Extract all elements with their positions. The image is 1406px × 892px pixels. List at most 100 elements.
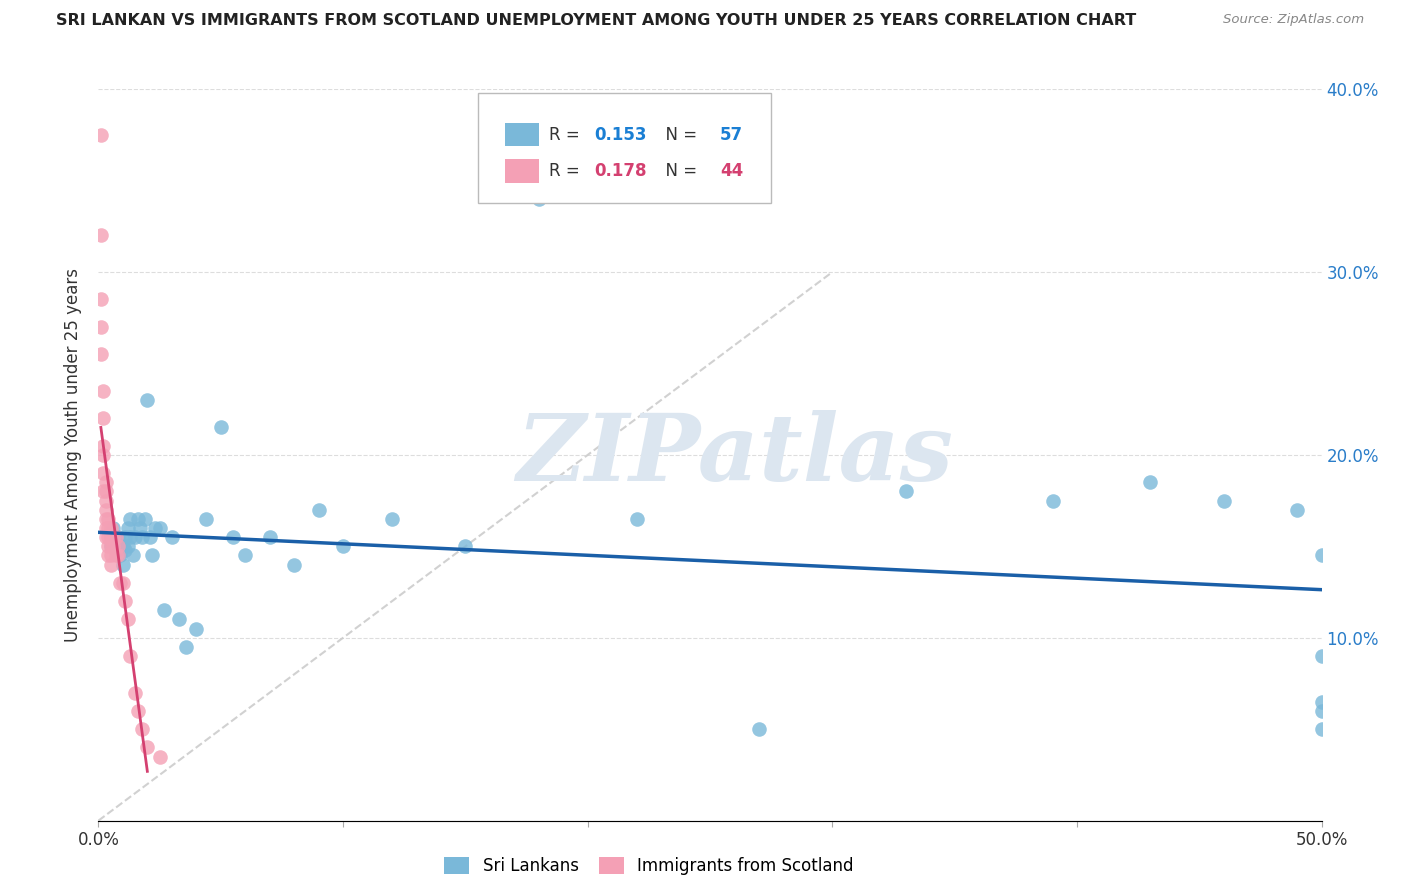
Legend: Sri Lankans, Immigrants from Scotland: Sri Lankans, Immigrants from Scotland: [437, 850, 860, 882]
Point: [120, 530, 142, 544]
Point: [131, 723, 153, 737]
Point: [104, 549, 127, 563]
Point: [90, 320, 112, 334]
Point: [94, 521, 117, 535]
Point: [176, 640, 198, 654]
Point: [107, 549, 129, 563]
Point: [114, 530, 136, 544]
Point: [94, 502, 117, 516]
Point: [91, 439, 114, 453]
Text: N =: N =: [655, 162, 703, 180]
Point: [139, 530, 162, 544]
Point: [117, 613, 139, 627]
Point: [381, 512, 404, 526]
Point: [136, 740, 159, 755]
Text: 0.153: 0.153: [593, 126, 647, 144]
Point: [1310, 649, 1333, 664]
Point: [90, 128, 112, 142]
Point: [91, 484, 114, 499]
Point: [107, 539, 129, 553]
Point: [90, 228, 112, 243]
Point: [107, 549, 129, 563]
Point: [94, 484, 117, 499]
Point: [114, 594, 136, 608]
Point: [160, 530, 183, 544]
Point: [259, 530, 281, 544]
Point: [454, 539, 477, 553]
Point: [127, 704, 149, 718]
Point: [100, 558, 122, 572]
Point: [97, 521, 120, 535]
Point: [100, 539, 122, 553]
Point: [110, 539, 132, 553]
Point: [97, 539, 120, 553]
Point: [134, 512, 156, 526]
Point: [100, 530, 122, 544]
Text: 57: 57: [720, 126, 742, 144]
Point: [332, 539, 354, 553]
Point: [104, 530, 127, 544]
Point: [90, 293, 112, 307]
Point: [104, 530, 127, 544]
Point: [141, 549, 163, 563]
Point: [91, 448, 114, 462]
Point: [131, 530, 153, 544]
Text: 44: 44: [720, 162, 742, 180]
Point: [110, 549, 132, 563]
Point: [97, 512, 120, 526]
Point: [101, 539, 124, 553]
Point: [124, 530, 146, 544]
Point: [94, 493, 117, 508]
Point: [167, 613, 190, 627]
Point: [527, 192, 550, 206]
Point: [127, 512, 149, 526]
Point: [894, 484, 917, 499]
Point: [117, 521, 139, 535]
Point: [209, 420, 232, 434]
Point: [120, 649, 142, 664]
Point: [1310, 704, 1333, 718]
Point: [233, 549, 256, 563]
Point: [136, 392, 159, 407]
Point: [120, 512, 142, 526]
Point: [153, 603, 176, 617]
Text: Source: ZipAtlas.com: Source: ZipAtlas.com: [1223, 13, 1364, 27]
Point: [100, 530, 122, 544]
Point: [1310, 695, 1333, 709]
Point: [129, 521, 152, 535]
Text: R =: R =: [548, 162, 585, 180]
Point: [101, 521, 124, 535]
Point: [121, 549, 143, 563]
Bar: [505, 160, 538, 183]
Point: [195, 512, 218, 526]
Point: [100, 521, 122, 535]
Point: [1310, 549, 1333, 563]
Point: [94, 530, 117, 544]
Text: ZIPatlas: ZIPatlas: [516, 410, 953, 500]
Point: [107, 530, 129, 544]
Point: [100, 539, 122, 553]
Text: SRI LANKAN VS IMMIGRANTS FROM SCOTLAND UNEMPLOYMENT AMONG YOUTH UNDER 25 YEARS C: SRI LANKAN VS IMMIGRANTS FROM SCOTLAND U…: [56, 13, 1136, 29]
Point: [101, 530, 124, 544]
Point: [94, 475, 117, 490]
Point: [626, 512, 648, 526]
Point: [124, 685, 146, 699]
Point: [104, 543, 127, 558]
Text: R =: R =: [548, 126, 585, 144]
Point: [308, 502, 330, 516]
Point: [91, 411, 114, 425]
Point: [111, 558, 134, 572]
Point: [149, 749, 172, 764]
Point: [97, 530, 120, 544]
Point: [222, 530, 245, 544]
Point: [100, 549, 122, 563]
Point: [114, 543, 136, 558]
Point: [91, 384, 114, 398]
Point: [283, 558, 305, 572]
FancyBboxPatch shape: [478, 93, 772, 202]
Point: [1286, 502, 1309, 516]
Bar: [505, 123, 538, 146]
Y-axis label: Unemployment Among Youth under 25 years: Unemployment Among Youth under 25 years: [65, 268, 83, 642]
Point: [186, 622, 208, 636]
Text: 0.178: 0.178: [593, 162, 647, 180]
